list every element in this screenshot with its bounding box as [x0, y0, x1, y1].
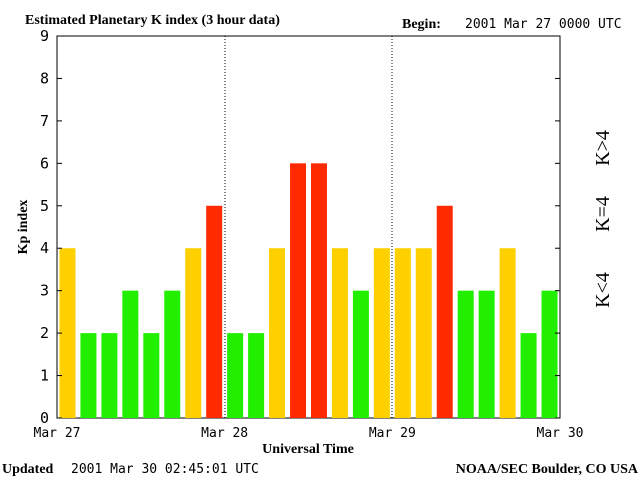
kp-bar — [248, 333, 265, 418]
kp-bar — [143, 333, 160, 418]
legend-k-equal-4: K=4 — [592, 196, 614, 232]
kp-bar — [415, 248, 432, 418]
plot-frame — [56, 35, 561, 419]
x-tick-label: Mar 29 — [369, 426, 416, 441]
y-axis-title: Kp index — [16, 200, 31, 255]
y-tick-label: 0 — [40, 409, 49, 427]
kp-bar — [331, 248, 348, 418]
x-ticks-group: Mar 27 Mar 28 Mar 29 Mar 30 — [34, 426, 584, 441]
kp-bar — [164, 290, 181, 418]
legend-k-above-4: K>4 — [592, 130, 614, 166]
bars-group — [59, 163, 558, 418]
y-tick-label: 5 — [40, 197, 49, 215]
kp-bar — [520, 333, 537, 418]
kp-bar — [206, 205, 223, 418]
kp-bar — [499, 248, 516, 418]
footer-credit: NOAA/SEC Boulder, CO USA — [456, 462, 639, 477]
x-tick-label: Mar 28 — [201, 426, 248, 441]
kp-bar — [457, 290, 474, 418]
y-tick-label: 4 — [40, 239, 49, 257]
x-tick-label: Mar 30 — [537, 426, 584, 441]
updated-value: 2001 Mar 30 02:45:01 UTC — [71, 462, 259, 477]
kp-bar — [541, 290, 558, 418]
kp-bar — [185, 248, 202, 418]
kp-bar — [436, 205, 453, 418]
x-tick-label: Mar 27 — [34, 426, 81, 441]
updated-label: Updated — [2, 462, 54, 477]
kp-bar — [373, 248, 390, 418]
kp-bar — [310, 163, 327, 418]
y-tick-label: 9 — [40, 27, 49, 45]
kp-bar — [80, 333, 97, 418]
x-axis-title: Universal Time — [262, 442, 354, 457]
y-tick-label: 1 — [40, 367, 49, 385]
kp-bar — [101, 333, 118, 418]
begin-value: 2001 Mar 27 0000 UTC — [465, 17, 622, 32]
chart-title: Estimated Planetary K index (3 hour data… — [25, 13, 280, 28]
y-ticks-group: 0 1 2 3 4 5 6 7 8 9 — [40, 27, 560, 427]
y-tick-label: 7 — [40, 112, 49, 130]
kp-bar — [352, 290, 369, 418]
kp-bar — [269, 248, 286, 418]
kp-bar — [394, 248, 411, 418]
y-tick-label: 6 — [40, 154, 49, 172]
y-tick-label: 3 — [40, 282, 49, 300]
kp-bar — [59, 248, 76, 418]
kp-bar — [122, 290, 139, 418]
begin-label: Begin: — [402, 17, 441, 32]
y-tick-label: 2 — [40, 324, 49, 342]
kp-bar — [290, 163, 307, 418]
kp-bar — [478, 290, 495, 418]
y-tick-label: 8 — [40, 69, 49, 87]
kp-bar — [227, 333, 244, 418]
legend-k-below-4: K<4 — [592, 272, 614, 308]
